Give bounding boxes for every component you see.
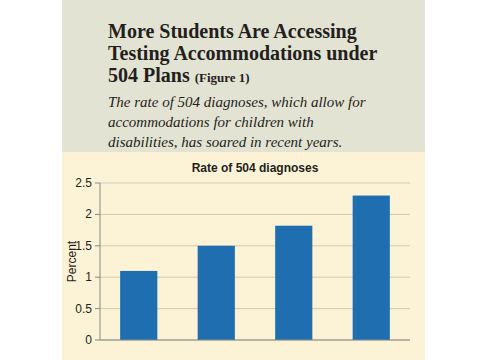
tick-mark: [95, 277, 100, 278]
bar: [120, 271, 157, 340]
tick-label: 1: [85, 270, 92, 284]
y-axis: [100, 183, 101, 340]
grid-line: [100, 340, 410, 341]
tick-label: 2.5: [75, 176, 92, 190]
bars: [120, 196, 390, 340]
bar: [353, 196, 390, 340]
plot-title: Rate of 504 diagnoses: [192, 161, 319, 175]
x-axis: [100, 340, 410, 341]
subtitle: The rate of 504 diagnoses, which allow f…: [108, 92, 384, 152]
title-note: (Figure 1): [195, 70, 250, 85]
header: More Students Are Accessing Testing Acco…: [62, 0, 425, 152]
tick-mark: [95, 214, 100, 215]
title: More Students Are Accessing Testing Acco…: [108, 20, 380, 89]
chart: Rate of 504 diagnoses00.511.522.5Percent: [0, 0, 485, 360]
tick-mark: [95, 340, 100, 341]
tick-mark: [95, 308, 100, 309]
tick-label: 0: [85, 333, 92, 347]
tick-label: 2: [85, 207, 92, 221]
grid-line: [100, 183, 410, 184]
tick-label: 0.5: [75, 302, 92, 316]
bar: [275, 226, 312, 340]
axis-label: Percent: [65, 240, 79, 282]
tick-mark: [95, 245, 100, 246]
bar: [198, 246, 235, 340]
tick-mark: [95, 183, 100, 184]
